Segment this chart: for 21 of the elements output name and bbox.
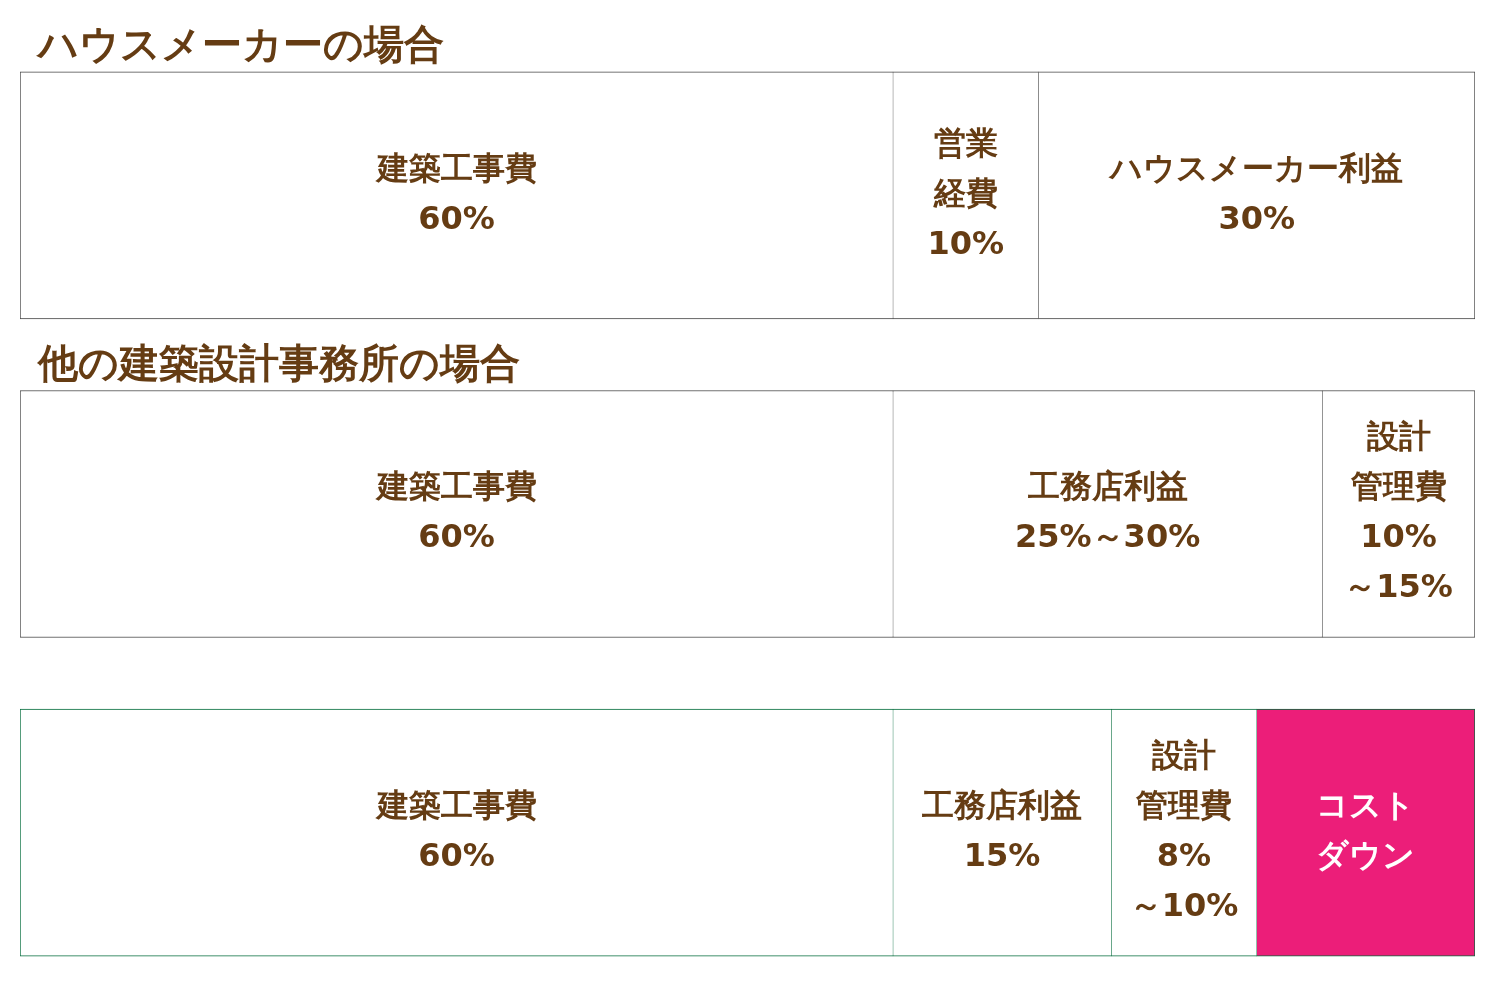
data-label: 10%～15% [1344, 517, 1453, 606]
text: 工務店利益 [1027, 467, 1188, 506]
y-tick-label: ハウスメーカーの場合 [35, 20, 444, 67]
series-label: 設計管理費 [1135, 735, 1232, 824]
data-label: 60% [418, 835, 495, 874]
series-label: コストダウン [1316, 785, 1416, 874]
data-label: 30% [1218, 198, 1296, 237]
text: 建築工事費 [376, 785, 537, 824]
series-label: 建築工事費 [374, 467, 537, 506]
series-label: ハウスメーカー利益 [1108, 148, 1404, 187]
text: 建築工事費 [376, 148, 537, 187]
text: 設計管理費 [1350, 417, 1447, 506]
data-label: 8%～10% [1129, 835, 1239, 924]
y-tick-label: 他の建築設計事務所の場合 [36, 339, 520, 386]
data-label: 15% [963, 835, 1041, 874]
data-label: 60% [418, 517, 495, 556]
series-label: 工務店利益 [921, 785, 1083, 824]
data-label: 25%～30% [1015, 517, 1201, 556]
data-label: 10% [927, 223, 1005, 262]
data-label: 60% [418, 198, 495, 237]
series-label: 営業経費 [932, 123, 998, 212]
